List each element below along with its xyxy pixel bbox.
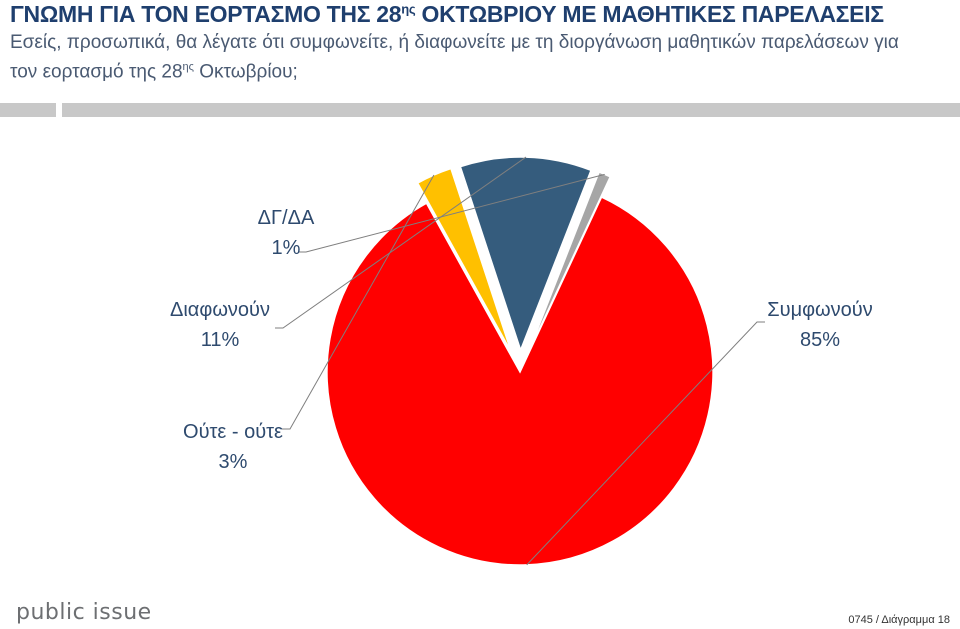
- slice-value-2: 3%: [219, 451, 248, 473]
- leader-line-2: [282, 174, 435, 430]
- pie-slice-2: [416, 167, 512, 353]
- slice-label-1: Συμφωνούν: [767, 299, 872, 321]
- leader-lines: [275, 156, 765, 566]
- pie-slices: [326, 156, 714, 566]
- slice-value-4: 1%: [272, 237, 301, 259]
- slice-value-3: 11%: [201, 329, 240, 351]
- slice-label-3: Διαφωνούν: [170, 299, 270, 321]
- brand-logo: public issue: [16, 600, 152, 625]
- pie-slice-3: [459, 156, 593, 353]
- pie-slice-1: [326, 196, 714, 566]
- survey-question: Εσείς, προσωπικά, θα λέγατε ότι συμφωνεί…: [10, 32, 899, 83]
- slice-labels: Συμφωνούν 85% Ούτε - ούτε 3% Διαφωνούν 11% ΔΓ/…: [170, 207, 873, 473]
- leader-line-1: [526, 321, 765, 566]
- pie-chart: Συμφωνούν 85% Ούτε - ούτε 3% Διαφωνούν 11% ΔΓ/…: [170, 156, 873, 566]
- slice-label-2: Ούτε - ούτε: [183, 421, 283, 443]
- slice-value-1: 85%: [800, 329, 840, 351]
- page-title: ΓΝΩΜΗ ΓΙΑ ΤΟΝ ΕΟΡΤΑΣΜΟ ΤΗΣ 28ης ΟΚΤΩΒΡΙΟ…: [10, 1, 884, 27]
- page-reference: 0745 / Διάγραμμα 18: [848, 614, 950, 626]
- header-divider-right: [62, 103, 960, 117]
- slice-label-4: ΔΓ/ΔΑ: [258, 207, 315, 229]
- leader-line-4: [298, 173, 605, 253]
- leader-line-3: [275, 156, 527, 329]
- header-divider-left: [0, 103, 56, 117]
